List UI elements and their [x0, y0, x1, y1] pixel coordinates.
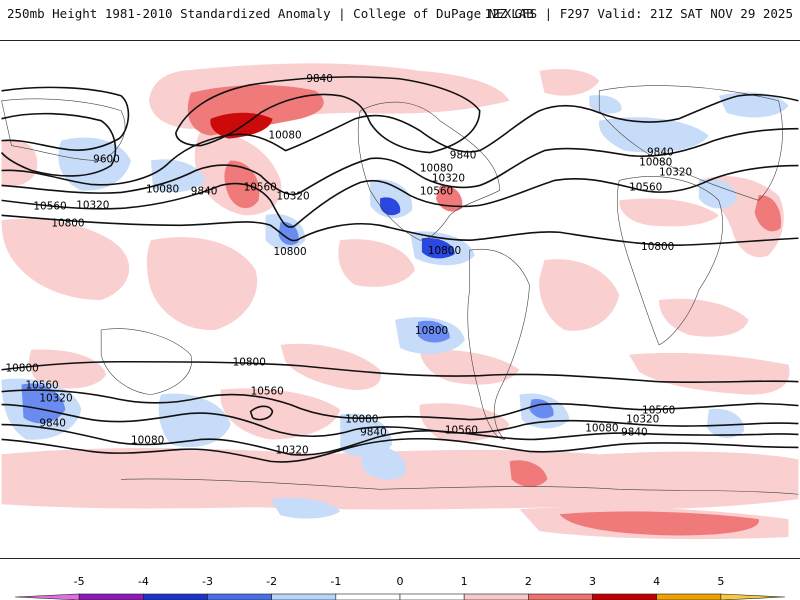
- contour-label: 10320: [432, 172, 465, 184]
- contour-label: 10560: [445, 424, 478, 436]
- contour-label: 9840: [621, 426, 648, 438]
- colorbar-segment: [207, 593, 272, 600]
- colorbar-tick-label: 5: [717, 575, 724, 588]
- contour-label: 10320: [39, 393, 72, 405]
- contour-label: 10320: [275, 444, 308, 456]
- colorbar-tick-label: -4: [138, 575, 149, 588]
- anomaly-shading: [1, 63, 799, 540]
- contour-label: 9840: [191, 185, 218, 197]
- contour-labels: 9840 10080 9600 10080 9840 10560 10320 1…: [6, 73, 693, 457]
- contour-label: 9840: [360, 426, 387, 438]
- contour-label: 9840: [450, 150, 477, 162]
- contour-label: 9840: [306, 73, 333, 85]
- contour-label: 10800: [233, 357, 266, 369]
- colorbar-tick-label: 1: [461, 575, 468, 588]
- contour-label: 10080: [585, 422, 618, 434]
- contour-label: 10080: [146, 183, 179, 195]
- colorbar: -5 -4 -3 -2 -1 0 1 2 3 4 5: [14, 575, 786, 600]
- colorbar-segment: [656, 593, 722, 600]
- contour-label: 10560: [25, 380, 58, 392]
- positive-anomaly-3: [210, 112, 273, 139]
- contour-label: 10560: [642, 405, 675, 417]
- colorbar-segments: [14, 593, 786, 600]
- map-title: 250mb Height 1981-2010 Standardized Anom…: [7, 6, 534, 21]
- contour-label: 10080: [345, 414, 378, 426]
- colorbar-segment: [143, 593, 208, 600]
- colorbar-tick-label: 2: [525, 575, 532, 588]
- colorbar-tick-label: 4: [653, 575, 660, 588]
- contour-label: 10800: [273, 246, 306, 258]
- contour-label: 10800: [51, 217, 84, 229]
- colorbar-tick-label: 3: [589, 575, 596, 588]
- contour-label: 9600: [93, 154, 120, 166]
- contour-label: 10560: [251, 386, 284, 398]
- contour-label: 9840: [39, 418, 66, 430]
- colorbar-segment: [271, 593, 337, 600]
- contour-label: 10320: [659, 166, 692, 178]
- contour-label: 10080: [639, 157, 672, 169]
- negative-anomaly-3: [380, 197, 455, 259]
- contour-label: 10080: [420, 162, 453, 174]
- contour-label: 10560: [33, 200, 66, 212]
- contour-label: 10800: [415, 325, 448, 337]
- model-valid-time: 12Z GFS | F297 Valid: 21Z SAT NOV 29 202…: [484, 6, 793, 21]
- contour-label: 10320: [626, 414, 659, 426]
- colorbar-segment: [720, 593, 786, 600]
- contour-label: 10800: [641, 241, 674, 253]
- positive-anomaly-2: [187, 85, 782, 536]
- contour-label: 10800: [428, 245, 461, 257]
- contour-label: 10560: [629, 181, 662, 193]
- contour-label: 10080: [269, 130, 302, 142]
- colorbar-segment: [592, 593, 657, 600]
- colorbar-tick-label: 0: [397, 575, 404, 588]
- colorbar-tick-label: -1: [330, 575, 341, 588]
- height-contours: [0, 76, 799, 463]
- contour-label: 10800: [6, 363, 39, 375]
- contour-label: 9840: [647, 147, 674, 159]
- contour-label: 10080: [131, 434, 164, 446]
- contour-label: 10320: [76, 199, 109, 211]
- colorbar-tick-label: -2: [266, 575, 277, 588]
- coastlines: [1, 85, 799, 495]
- colorbar-segment: [463, 593, 529, 600]
- colorbar-tick-label: -3: [202, 575, 213, 588]
- anomaly-map: 9840 10080 9600 10080 9840 10560 10320 1…: [0, 40, 800, 559]
- colorbar-segment: [335, 593, 401, 600]
- colorbar-segment: [528, 593, 593, 600]
- colorbar-segment: [399, 593, 465, 600]
- contour-label: 10560: [420, 185, 453, 197]
- colorbar-ticks: -5 -4 -3 -2 -1 0 1 2 3 4 5: [74, 575, 725, 588]
- contour-label: 10560: [244, 181, 277, 193]
- colorbar-segment: [14, 593, 80, 600]
- colorbar-tick-label: -5: [74, 575, 85, 588]
- colorbar-segment: [78, 593, 144, 600]
- contour-label: 10320: [276, 190, 309, 202]
